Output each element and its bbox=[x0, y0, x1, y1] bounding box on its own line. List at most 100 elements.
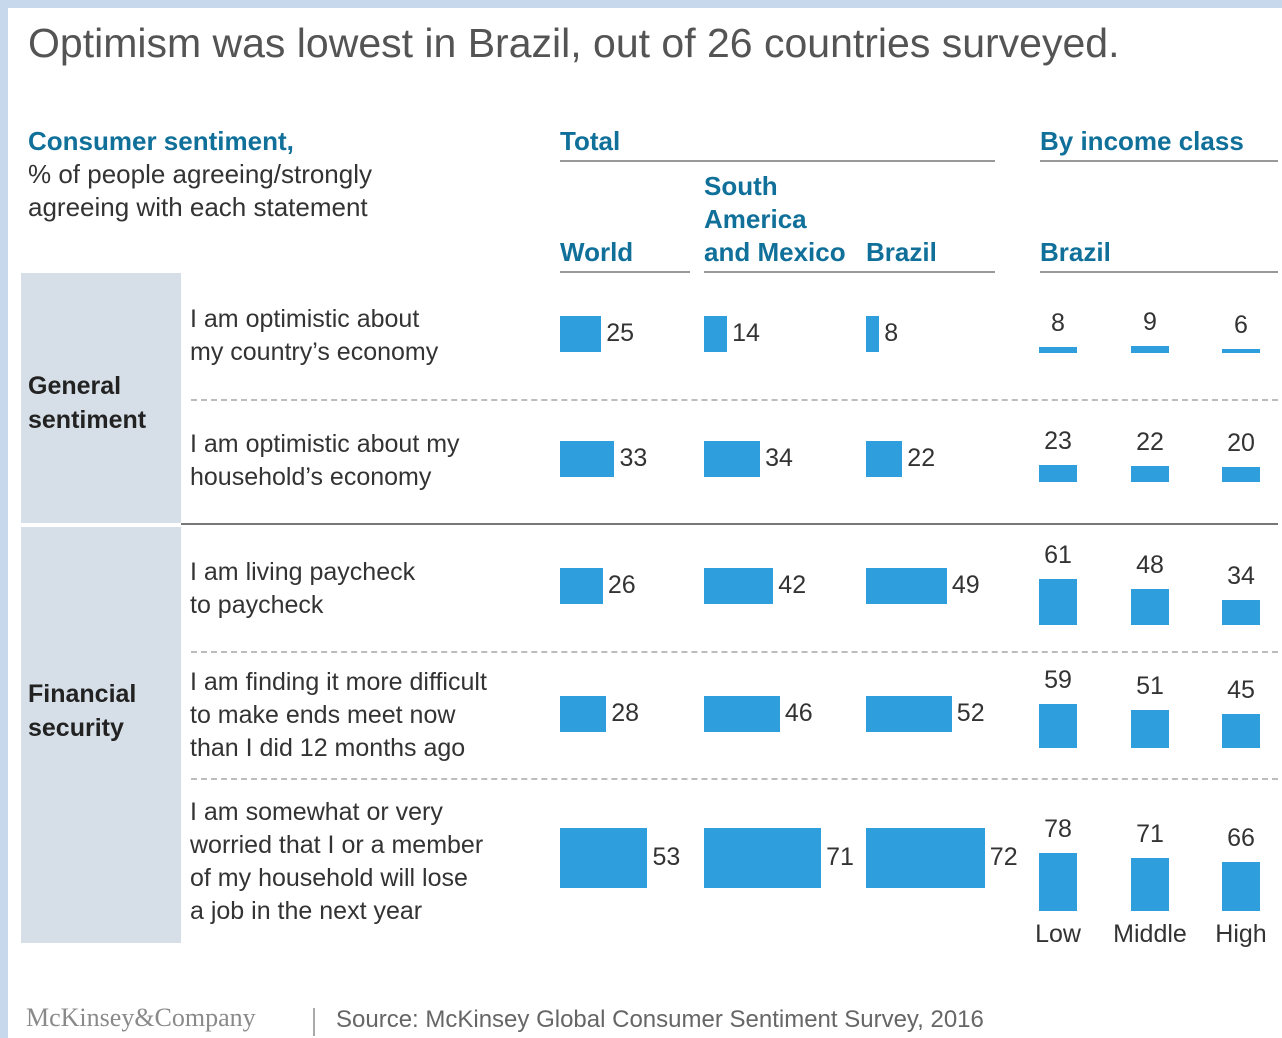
bar-south-america-and-mexico bbox=[704, 568, 774, 604]
bar-income-middle bbox=[1131, 346, 1169, 353]
bar-brazil bbox=[866, 828, 985, 888]
income-label-low: Low bbox=[1035, 920, 1081, 948]
bar-world bbox=[560, 696, 607, 732]
header-brazil-income: Brazil bbox=[1040, 237, 1111, 267]
header-sam-line-2: America bbox=[704, 204, 807, 234]
bar-world bbox=[560, 316, 602, 352]
header-brazil: Brazil bbox=[866, 237, 937, 267]
statement-4-line-2: to make ends meet now bbox=[190, 701, 456, 729]
statement-1-line-1: I am optimistic about bbox=[190, 305, 420, 333]
statement-4-line-3: than I did 12 months ago bbox=[190, 734, 466, 762]
data-label-income-low: 23 bbox=[1044, 426, 1072, 455]
header-sam-line-3: and Mexico bbox=[704, 237, 846, 267]
bar-south-america-and-mexico bbox=[704, 316, 728, 352]
statement-4-line-1: I am finding it more difficult bbox=[190, 668, 487, 696]
chart-marks: 25 33 26 28 53 14 34 42 46 71 8 22 49 52 72 8 23 61 59 78 9 2… bbox=[8, 8, 1282, 1038]
chart-title: Optimism was lowest in Brazil, out of 26… bbox=[28, 20, 1120, 66]
bar-brazil bbox=[866, 568, 947, 604]
income-label-high: High bbox=[1215, 920, 1267, 948]
header-income-rule bbox=[1040, 160, 1278, 162]
data-label-income-middle: 71 bbox=[1136, 819, 1164, 848]
data-label-brazil: 49 bbox=[951, 571, 980, 599]
bar-income-high bbox=[1222, 467, 1260, 482]
section-divider bbox=[181, 523, 1278, 525]
data-label-south-america-and-mexico: 34 bbox=[765, 444, 793, 472]
subtitle-heading: Consumer sentiment, bbox=[28, 126, 294, 156]
bar-world bbox=[560, 441, 615, 477]
header-total: Total bbox=[560, 126, 621, 156]
footer-separator bbox=[313, 1008, 315, 1036]
bar-brazil bbox=[866, 441, 903, 477]
bar-south-america-and-mexico bbox=[704, 828, 822, 888]
data-label-south-america-and-mexico: 14 bbox=[732, 319, 760, 347]
statement-5-line-3: of my household will lose bbox=[190, 864, 468, 892]
bar-income-low bbox=[1039, 464, 1077, 482]
category-band-financial bbox=[21, 527, 181, 943]
data-label-income-high: 45 bbox=[1227, 676, 1255, 705]
data-label-world: 53 bbox=[652, 843, 681, 871]
bar-income-low bbox=[1039, 703, 1077, 748]
bar-income-middle bbox=[1131, 709, 1169, 748]
statement-5-line-1: I am somewhat or very bbox=[190, 798, 443, 826]
category-financial-line-2: security bbox=[28, 714, 124, 742]
data-label-world: 33 bbox=[619, 444, 648, 472]
data-label-income-low: 78 bbox=[1044, 814, 1072, 843]
bar-income-low bbox=[1039, 347, 1077, 353]
data-label-income-middle: 22 bbox=[1136, 427, 1164, 456]
data-label-south-america-and-mexico: 42 bbox=[778, 571, 807, 599]
subtitle-line-2: agreeing with each statement bbox=[28, 192, 368, 222]
bar-south-america-and-mexico bbox=[704, 696, 780, 732]
bar-income-high bbox=[1222, 861, 1260, 911]
data-label-brazil: 72 bbox=[989, 843, 1018, 871]
income-label-middle: Middle bbox=[1113, 920, 1187, 948]
source-note: Source: McKinsey Global Consumer Sentime… bbox=[336, 1006, 984, 1033]
bar-income-middle bbox=[1131, 857, 1169, 911]
bar-brazil bbox=[866, 316, 880, 352]
data-label-brazil: 22 bbox=[907, 444, 936, 472]
category-general-line-2: sentiment bbox=[28, 406, 147, 434]
data-label-south-america-and-mexico: 71 bbox=[826, 843, 854, 871]
bar-income-middle bbox=[1131, 589, 1169, 625]
data-label-income-high: 66 bbox=[1227, 823, 1255, 852]
header-by-income: By income class bbox=[1040, 126, 1244, 156]
category-financial-line-1: Financial bbox=[28, 680, 137, 708]
header-brazil-income-rule bbox=[1040, 271, 1278, 273]
data-label-income-middle: 51 bbox=[1136, 671, 1164, 700]
header-sam-brazil-rule bbox=[704, 271, 995, 273]
data-label-income-low: 59 bbox=[1044, 665, 1072, 694]
category-band-general bbox=[21, 273, 181, 523]
row-divider bbox=[191, 399, 1278, 401]
data-label-world: 28 bbox=[611, 699, 639, 727]
data-label-brazil: 52 bbox=[956, 699, 985, 727]
statement-3-line-1: I am living paycheck bbox=[190, 558, 416, 586]
bar-income-low bbox=[1039, 579, 1077, 625]
bar-income-high bbox=[1222, 348, 1260, 353]
data-label-world: 25 bbox=[606, 319, 635, 347]
data-label-income-low: 8 bbox=[1051, 309, 1065, 337]
bar-income-high bbox=[1222, 714, 1260, 748]
bar-income-high bbox=[1222, 599, 1260, 625]
header-total-rule bbox=[560, 160, 995, 162]
bar-south-america-and-mexico bbox=[704, 441, 761, 477]
bar-world bbox=[560, 828, 648, 888]
row-divider bbox=[191, 651, 1278, 653]
data-label-income-high: 6 bbox=[1234, 310, 1248, 339]
row-divider bbox=[191, 778, 1278, 780]
statement-2-line-2: household’s economy bbox=[190, 463, 432, 491]
data-label-income-middle: 48 bbox=[1136, 551, 1164, 579]
bar-income-low bbox=[1039, 852, 1077, 911]
statement-1-line-2: my country’s economy bbox=[190, 338, 439, 366]
statement-5-line-2: worried that I or a member bbox=[190, 831, 484, 859]
bar-world bbox=[560, 568, 603, 604]
category-general-line-1: General bbox=[28, 372, 122, 400]
data-label-south-america-and-mexico: 46 bbox=[784, 699, 813, 727]
bar-brazil bbox=[866, 696, 952, 732]
data-label-income-high: 34 bbox=[1227, 561, 1255, 590]
subtitle-line-1: % of people agreeing/strongly bbox=[28, 159, 373, 189]
header-world-rule bbox=[560, 271, 690, 273]
mckinsey-logo: McKinsey&Company bbox=[26, 1003, 256, 1032]
header-world: World bbox=[560, 237, 634, 267]
data-label-income-high: 20 bbox=[1227, 429, 1255, 457]
statement-3-line-2: to paycheck bbox=[190, 591, 324, 619]
data-label-income-low: 61 bbox=[1044, 541, 1072, 570]
